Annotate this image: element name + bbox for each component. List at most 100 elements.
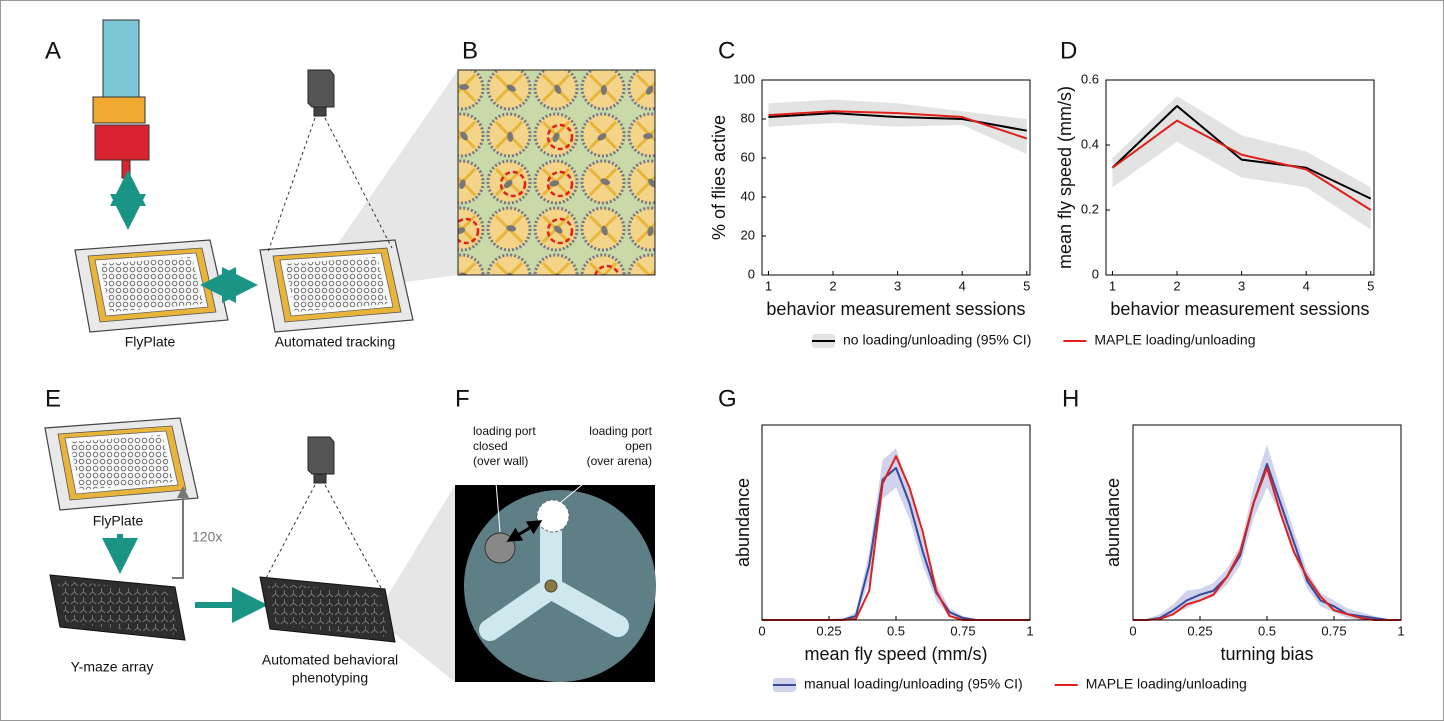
fly xyxy=(553,225,563,234)
fly xyxy=(601,225,608,236)
x-tick-label: 4 xyxy=(959,278,966,293)
panel-label: D xyxy=(1060,37,1077,64)
track-highlight xyxy=(546,123,574,151)
arrow xyxy=(506,520,543,542)
panel-label: B xyxy=(462,37,478,64)
y-tick-label: 0.4 xyxy=(1081,136,1099,151)
panel-label: G xyxy=(718,385,737,412)
x-tick-label: 5 xyxy=(1023,278,1030,293)
arena xyxy=(627,112,655,158)
x-tick-label: 3 xyxy=(1238,278,1245,293)
x-tick-label: 1 xyxy=(1026,623,1033,638)
view-line xyxy=(267,117,316,253)
arena-cross xyxy=(635,261,655,275)
arena xyxy=(580,253,626,275)
y-axis-label: abundance xyxy=(1103,478,1123,567)
arena-cross xyxy=(494,261,524,275)
y-axis-label: % of flies active xyxy=(709,115,729,240)
ci-band xyxy=(1133,444,1401,620)
fly xyxy=(552,132,560,142)
caption: 120x xyxy=(192,529,222,545)
panel-label: C xyxy=(718,37,735,64)
ci-band xyxy=(762,448,1030,620)
caption: Automated tracking xyxy=(275,334,396,350)
x-tick-label: 3 xyxy=(894,278,901,293)
flyplate xyxy=(74,239,229,333)
caption: Automated behavioral xyxy=(262,652,398,668)
arena xyxy=(458,112,485,158)
caption: FlyPlate xyxy=(93,513,144,529)
pointer xyxy=(559,469,601,504)
x-axis-label: behavior measurement sessions xyxy=(766,299,1025,319)
plot-frame xyxy=(1105,79,1375,276)
fly xyxy=(597,133,607,141)
caption: open xyxy=(625,439,652,453)
legend-label: MAPLE loading/unloading xyxy=(1086,676,1247,692)
fly xyxy=(549,180,560,187)
arena xyxy=(486,253,532,275)
x-tick-label: 2 xyxy=(1173,278,1180,293)
line xyxy=(1133,463,1401,621)
closed-port xyxy=(484,532,516,564)
legend-label: manual loading/unloading (95% CI) xyxy=(804,676,1023,692)
fly xyxy=(459,179,466,190)
x-tick-label: 0 xyxy=(758,623,765,638)
x-tick-label: 0.25 xyxy=(1187,623,1212,638)
track-highlight xyxy=(594,264,620,275)
x-tick-label: 1 xyxy=(1109,278,1116,293)
track-highlight xyxy=(499,170,527,198)
ci-band xyxy=(1112,96,1371,230)
fly xyxy=(459,272,469,275)
panel-label: A xyxy=(45,37,61,64)
arena xyxy=(458,70,485,111)
line xyxy=(1133,466,1401,621)
ymaze-array xyxy=(49,574,186,641)
fly xyxy=(643,133,654,140)
arena xyxy=(627,70,655,111)
arena xyxy=(533,253,579,275)
arena-cross xyxy=(458,261,477,275)
y-tick-label: 100 xyxy=(733,71,755,86)
fly xyxy=(506,225,517,232)
line xyxy=(768,110,1028,140)
arena xyxy=(458,159,485,205)
x-axis-label: turning bias xyxy=(1220,644,1313,664)
line xyxy=(1111,105,1372,200)
x-tick-label: 0 xyxy=(1129,623,1136,638)
x-tick-label: 5 xyxy=(1367,278,1374,293)
repeat-arrow xyxy=(172,486,189,579)
panel-label: H xyxy=(1062,385,1079,412)
fly xyxy=(504,180,513,189)
caption: (over wall) xyxy=(473,454,528,468)
x-tick-label: 0.75 xyxy=(950,623,975,638)
fly xyxy=(460,131,468,141)
legend-label: MAPLE loading/unloading xyxy=(1094,332,1255,348)
y-tick-label: 0 xyxy=(1092,266,1099,281)
plot-frame xyxy=(761,79,1031,276)
x-tick-label: 2 xyxy=(829,278,836,293)
line xyxy=(768,112,1027,132)
plot-frame xyxy=(761,424,1031,621)
y-tick-label: 20 xyxy=(741,227,755,242)
track-highlight xyxy=(546,217,574,245)
fly xyxy=(544,579,558,593)
panel-label: E xyxy=(45,385,61,412)
fly xyxy=(506,84,516,92)
arena xyxy=(627,206,655,252)
y-tick-label: 80 xyxy=(741,110,755,125)
ci-band xyxy=(768,99,1027,155)
open-port xyxy=(536,499,570,533)
fly xyxy=(507,131,514,142)
fly xyxy=(600,178,611,185)
pointer xyxy=(494,469,501,533)
robot xyxy=(92,19,150,179)
y-axis-label: mean fly speed (mm/s) xyxy=(1055,86,1075,269)
fly xyxy=(554,84,562,94)
legend-label: no loading/unloading (95% CI) xyxy=(843,332,1031,348)
view-line xyxy=(324,117,393,249)
line xyxy=(1111,119,1372,211)
fly xyxy=(600,85,607,96)
fly xyxy=(459,84,469,90)
